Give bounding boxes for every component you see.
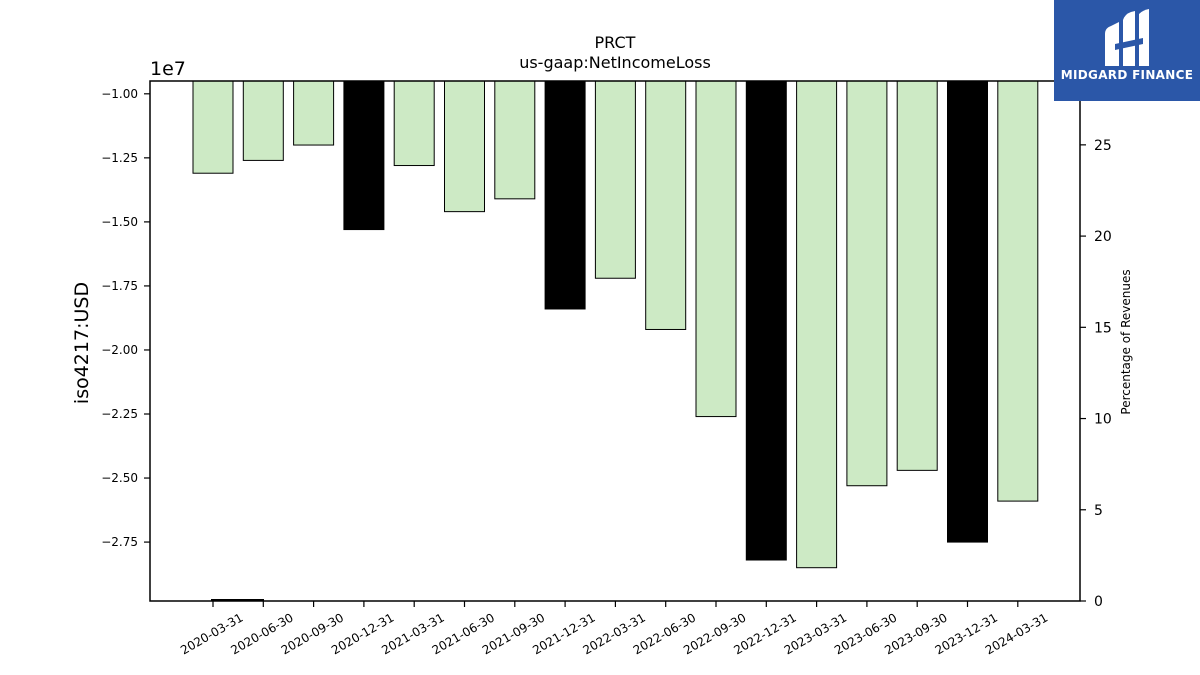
y2-tick-label: 5 — [1094, 503, 1103, 519]
chart-subtitle: us-gaap:NetIncomeLoss — [519, 53, 711, 72]
bar-2020-09-30 — [293, 80, 335, 146]
midgard-finance-logo: MIDGARD FINANCE — [1054, 0, 1200, 101]
bar-2021-12-31 — [544, 80, 586, 310]
bar-2020-06-30 — [242, 80, 284, 161]
y-tick-label: −1.75 — [101, 279, 138, 293]
y-axis-label: iso4217:USD — [71, 282, 93, 404]
bar-2023-12-31 — [947, 80, 988, 543]
y2-tick-label: 15 — [1094, 320, 1112, 336]
bar-2020-03-31 — [192, 80, 234, 174]
y2-tick-label: 0 — [1094, 594, 1103, 610]
y-tick-label: −2.75 — [101, 535, 138, 549]
y2-axis-ticks: 0 5 10 15 20 25 — [1080, 138, 1112, 610]
y-tick-label: −1.00 — [101, 87, 138, 101]
y2-tick-label: 10 — [1094, 412, 1112, 428]
y2-tick-label: 25 — [1094, 138, 1112, 154]
bar-2021-09-30 — [494, 80, 536, 200]
y-offset-label: 1e7 — [150, 58, 186, 80]
bar-2023-06-30 — [846, 80, 888, 487]
bars — [192, 80, 1039, 569]
bar-2024-03-31 — [997, 80, 1039, 502]
bar-2021-06-30 — [444, 80, 485, 213]
bar-2022-09-30 — [695, 80, 737, 418]
midgard-logo-icon — [1105, 9, 1149, 66]
y-axis-ticks: −1.00 −1.25 −1.50 −1.75 −2.00 −2.25 −2.50 −2.75 — [101, 87, 150, 549]
bar-2021-03-31 — [393, 80, 435, 167]
y-tick-label: −2.00 — [101, 343, 138, 357]
y2-tick-label: 20 — [1094, 229, 1112, 245]
y-tick-label: −2.50 — [101, 471, 138, 485]
y2-axis-label: Percentage of Revenues — [1119, 269, 1133, 414]
chart-title: PRCT — [595, 33, 636, 52]
bar-2023-09-30 — [896, 80, 938, 471]
bar-2020-12-31 — [343, 80, 385, 231]
logo-text: MIDGARD FINANCE — [1060, 68, 1194, 82]
bar-2022-03-31 — [594, 80, 636, 279]
bar-2022-12-31 — [745, 80, 787, 561]
y-tick-label: −1.25 — [101, 151, 138, 165]
y-tick-label: −2.25 — [101, 407, 138, 421]
bar-2022-06-30 — [645, 80, 687, 330]
bar-2023-03-31 — [796, 80, 838, 569]
y-tick-label: −1.50 — [101, 215, 138, 229]
x-axis-ticks: 2020-03-312020-06-302020-09-302020-12-31… — [178, 601, 1050, 657]
